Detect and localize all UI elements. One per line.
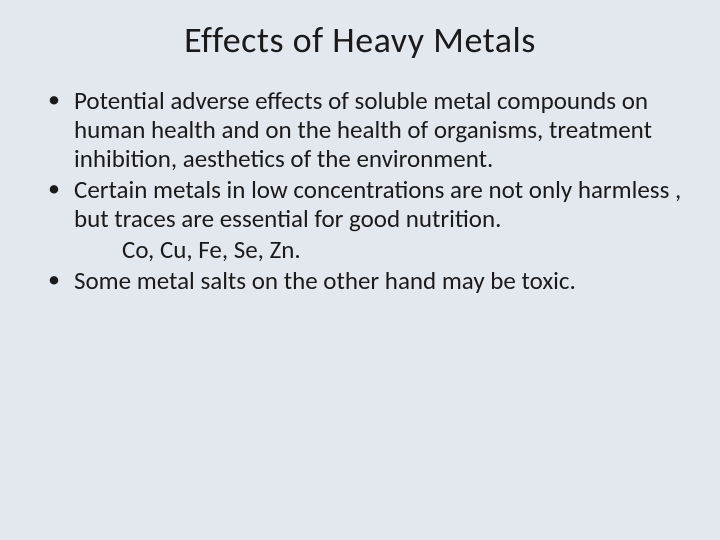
bullet-item: Some metal salts on the other hand may b… — [48, 266, 690, 295]
bullet-list: Potential adverse effects of soluble met… — [30, 86, 690, 295]
bullet-text: Some metal salts on the other hand may b… — [74, 265, 576, 296]
sub-line-text: Co, Cu, Fe, Se, Zn. — [122, 234, 301, 265]
bullet-item: Certain metals in low concentrations are… — [48, 175, 690, 233]
bullet-text: Potential adverse effects of soluble met… — [74, 85, 652, 174]
bullet-text: Certain metals in low concentrations are… — [74, 174, 681, 234]
bullet-item: Potential adverse effects of soluble met… — [48, 86, 690, 173]
sub-line: Co, Cu, Fe, Se, Zn. — [48, 235, 690, 264]
slide-container: Effects of Heavy Metals Potential advers… — [0, 0, 720, 540]
slide-title: Effects of Heavy Metals — [30, 18, 690, 62]
